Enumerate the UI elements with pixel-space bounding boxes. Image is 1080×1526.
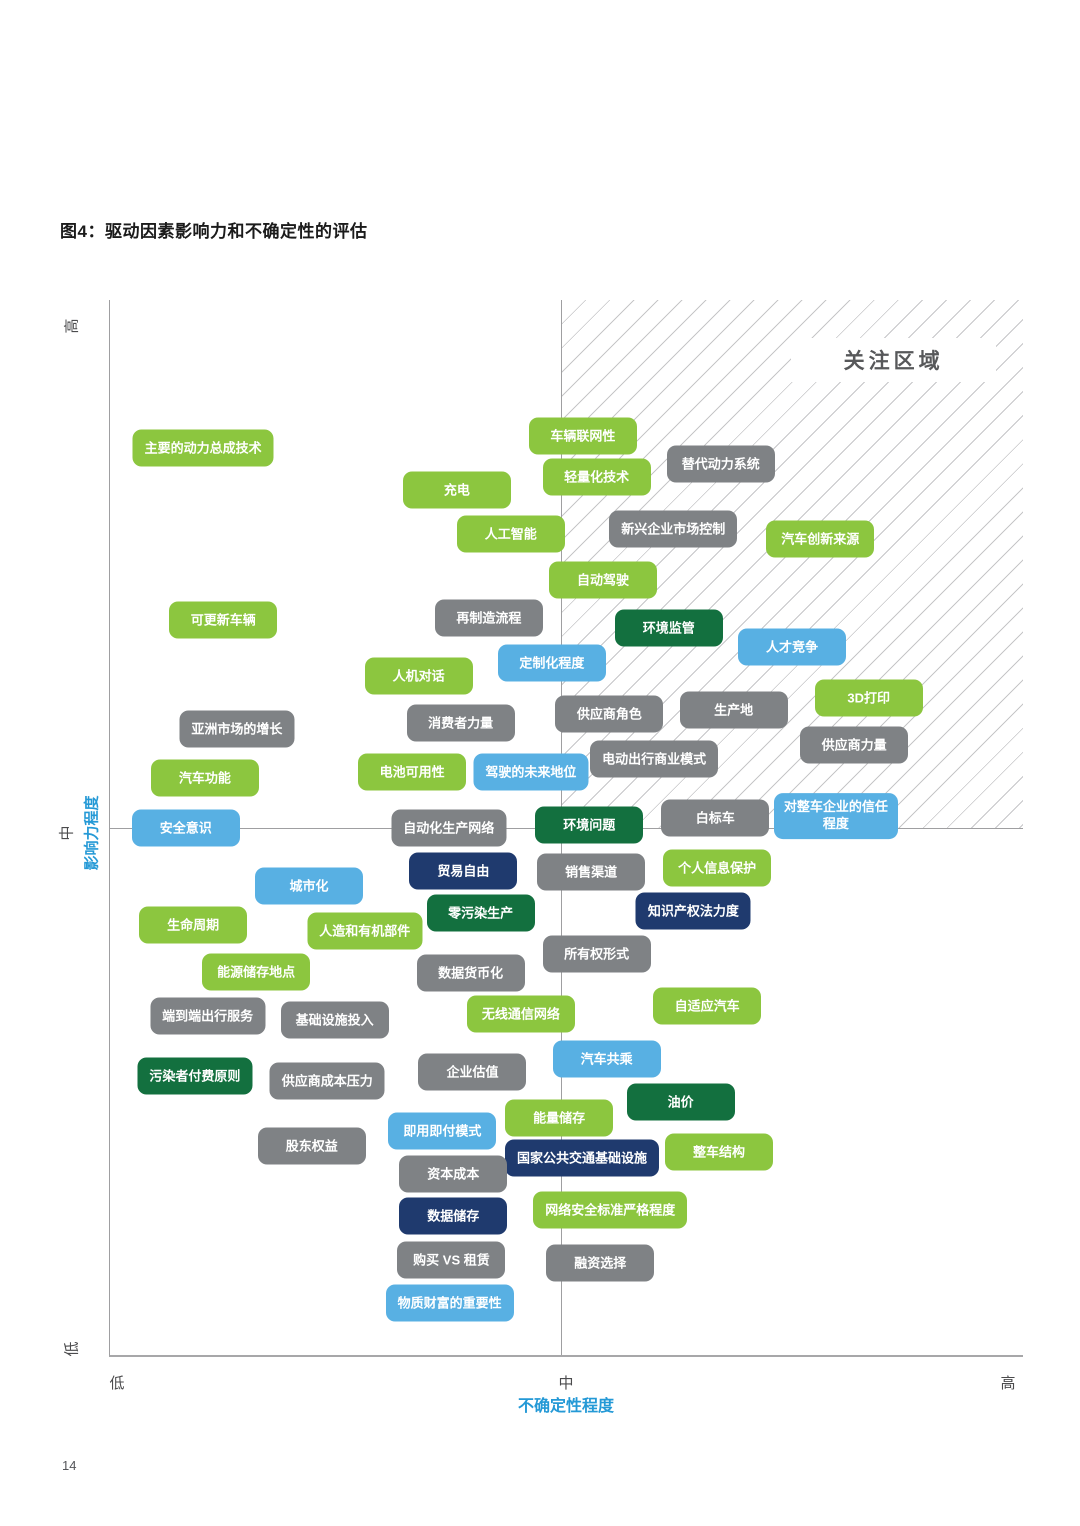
driver-box: 汽车共乘 bbox=[552, 1040, 661, 1078]
x-axis-title: 不确定性程度 bbox=[517, 1398, 615, 1415]
driver-box: 环境监管 bbox=[614, 609, 723, 647]
driver-box: 即用即付模式 bbox=[388, 1112, 497, 1150]
driver-box: 网络安全标准严格程度 bbox=[533, 1191, 688, 1229]
plot-area: 关注区域 主要的动力总成技术 车辆联网性 轻量化技术 替代动力系统充电人工智能 新兴企业… bbox=[109, 300, 1023, 1357]
driver-box: 供应商角色 bbox=[555, 695, 664, 733]
driver-box: 安全意识 bbox=[131, 809, 240, 846]
driver-box: 可更新车辆 bbox=[169, 601, 278, 639]
driver-box: 销售渠道 bbox=[537, 853, 646, 891]
driver-box: 再制造流程 bbox=[434, 599, 543, 637]
driver-box: 数据储存 bbox=[399, 1197, 508, 1235]
driver-box: 融资选择 bbox=[546, 1244, 655, 1282]
driver-box: 主要的动力总成技术 bbox=[132, 429, 274, 467]
driver-box: 汽车功能 bbox=[150, 759, 259, 797]
driver-box: 污染者付费原则 bbox=[137, 1057, 253, 1095]
driver-box: 供应商成本压力 bbox=[269, 1062, 385, 1100]
driver-box: 股东权益 bbox=[257, 1127, 366, 1165]
driver-box: 3D打印 bbox=[814, 679, 923, 717]
driver-box: 新兴企业市场控制 bbox=[609, 510, 738, 548]
focus-region-label-text: 关注区域 bbox=[843, 349, 944, 373]
driver-box: 企业估值 bbox=[418, 1053, 527, 1091]
driver-box: 电动出行商业模式 bbox=[590, 740, 719, 778]
page-number: 14 bbox=[62, 1458, 77, 1473]
driver-box: 国家公共交通基础设施 bbox=[505, 1139, 660, 1177]
driver-box: 替代动力系统 bbox=[666, 445, 775, 483]
driver-box: 贸易自由 bbox=[409, 852, 518, 890]
driver-box: 电池可用性 bbox=[358, 753, 467, 791]
driver-box: 物质财富的重要性 bbox=[385, 1284, 514, 1322]
x-tick-mid: 中 bbox=[558, 1375, 574, 1392]
driver-box: 个人信息保护 bbox=[663, 849, 772, 887]
driver-box: 人才竞争 bbox=[738, 628, 846, 666]
driver-box: 环境问题 bbox=[535, 806, 644, 844]
driver-box: 驾驶的未来地位 bbox=[473, 753, 589, 791]
y-axis-title: 影响力程度 bbox=[83, 795, 101, 871]
driver-box: 能量储存 bbox=[505, 1099, 614, 1137]
driver-box: 城市化 bbox=[255, 867, 364, 905]
driver-box: 所有权形式 bbox=[542, 935, 651, 973]
driver-box: 自适应汽车 bbox=[653, 987, 762, 1025]
driver-box: 能源储存地点 bbox=[202, 953, 311, 991]
driver-box: 无线通信网络 bbox=[466, 995, 575, 1033]
driver-box: 生命周期 bbox=[139, 906, 248, 944]
driver-box: 轻量化技术 bbox=[542, 458, 651, 496]
figure-title: 图4：驱动因素影响力和不确定性的评估 bbox=[60, 222, 368, 241]
y-tick-low: 低 bbox=[63, 1341, 81, 1357]
driver-box: 供应商力量 bbox=[800, 726, 909, 764]
driver-box: 资本成本 bbox=[399, 1155, 508, 1193]
driver-box: 零污染生产 bbox=[426, 894, 535, 932]
driver-box: 端到端出行服务 bbox=[150, 997, 266, 1035]
driver-box: 知识产权法力度 bbox=[635, 892, 751, 930]
driver-box: 消费者力量 bbox=[406, 704, 515, 742]
driver-box: 对整车企业的信任程度 bbox=[773, 793, 898, 839]
driver-box: 人造和有机部件 bbox=[307, 912, 423, 950]
driver-box: 自动驾驶 bbox=[549, 561, 658, 599]
driver-box: 油价 bbox=[626, 1083, 735, 1121]
driver-box: 汽车创新来源 bbox=[766, 520, 875, 558]
driver-box: 自动化生产网络 bbox=[391, 809, 507, 846]
driver-box: 白标车 bbox=[661, 799, 770, 837]
y-tick-mid: 中 bbox=[58, 825, 76, 841]
x-tick-low: 低 bbox=[109, 1375, 125, 1392]
driver-box: 车辆联网性 bbox=[528, 417, 637, 455]
driver-box: 亚洲市场的增长 bbox=[179, 710, 295, 748]
driver-box: 整车结构 bbox=[664, 1133, 773, 1171]
driver-box: 数据货币化 bbox=[416, 954, 525, 992]
driver-box: 定制化程度 bbox=[497, 644, 606, 682]
driver-box: 人机对话 bbox=[364, 657, 473, 695]
driver-box: 人工智能 bbox=[456, 515, 565, 553]
y-tick-high: 高 bbox=[63, 318, 81, 334]
x-tick-high: 高 bbox=[1000, 1375, 1016, 1392]
driver-box: 购买 VS 租赁 bbox=[397, 1241, 506, 1279]
driver-box: 充电 bbox=[402, 471, 511, 509]
driver-box: 生产地 bbox=[679, 691, 788, 729]
focus-region-label: 关注区域 bbox=[791, 337, 997, 382]
driver-box: 基础设施投入 bbox=[280, 1001, 389, 1038]
